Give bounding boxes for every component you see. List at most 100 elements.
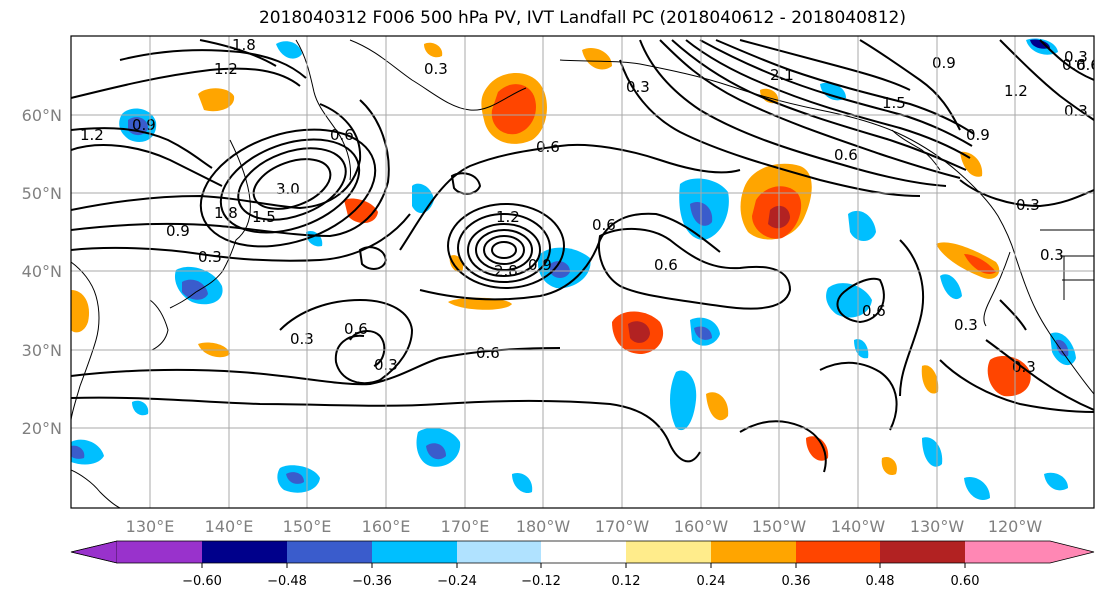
colorbar-segment xyxy=(202,541,287,563)
coastline xyxy=(1040,229,1094,300)
anomaly-negative xyxy=(964,476,990,500)
contour-label: 0.6 xyxy=(476,344,500,362)
contour-line xyxy=(399,143,741,251)
contour-label: 0.6 xyxy=(330,126,354,144)
colorbar-segment xyxy=(626,541,711,563)
colorbar-segment xyxy=(372,541,457,563)
colorbar-segment xyxy=(965,541,1050,563)
anomaly-positive xyxy=(71,290,90,333)
lon-label: 160°E xyxy=(362,517,411,536)
contour-line xyxy=(252,158,332,210)
contour-label: 0.6 xyxy=(536,138,560,156)
colorbar-label: −0.48 xyxy=(267,574,307,589)
contour-line xyxy=(739,420,827,473)
contour-label: 1.2 xyxy=(1004,82,1028,100)
contour-line xyxy=(450,172,482,195)
contour-label: 0.3 xyxy=(1064,102,1088,120)
contour-label: 0.3 xyxy=(1040,246,1064,264)
contour-line xyxy=(715,39,975,135)
contour-label: 0.6 xyxy=(592,216,616,234)
anomaly-positive xyxy=(582,47,612,70)
contour-label: 0.3 xyxy=(424,60,448,78)
contour-label: 0.9 xyxy=(528,256,552,274)
contour-line xyxy=(71,67,301,99)
anomaly-negative xyxy=(71,445,85,459)
contour-line xyxy=(639,39,947,187)
contour-line xyxy=(457,213,551,283)
colorbar-ticks xyxy=(201,563,966,568)
anomaly-positive xyxy=(448,297,512,310)
contour-label: 1.8 xyxy=(232,36,256,54)
lon-label: 150°E xyxy=(283,517,332,536)
anomaly-negative xyxy=(182,279,208,300)
colorbar-label: 0.12 xyxy=(612,574,641,589)
coastline xyxy=(349,39,527,111)
contour-line xyxy=(71,347,561,386)
map-panel: 1.8 1.2 0.3 0.6 0.9 1.2 3.0 1.8 1.5 0.9 … xyxy=(22,35,1100,536)
anomaly-negative xyxy=(670,370,697,431)
contour-label: 1.2 xyxy=(496,208,520,226)
contour-label: 0.3 xyxy=(954,316,978,334)
lon-label: 120°W xyxy=(988,517,1043,536)
contour-line xyxy=(219,138,361,234)
anomaly-positive xyxy=(960,151,983,177)
contour-label: 0.6 xyxy=(654,256,678,274)
contour-line xyxy=(71,127,213,169)
contour-label: 1.2 xyxy=(214,60,238,78)
anomaly-negative xyxy=(1056,339,1069,357)
pv-contours xyxy=(71,39,1094,473)
lon-label: 160°W xyxy=(674,517,729,536)
lon-label: 170°E xyxy=(441,517,490,536)
colorbar-label: 0.36 xyxy=(782,574,811,589)
lon-label: 140°E xyxy=(205,517,254,536)
contour-label: 1.8 xyxy=(214,204,238,222)
lon-label: 150°W xyxy=(752,517,807,536)
contour-line xyxy=(659,39,961,179)
contour-line xyxy=(119,49,307,79)
colorbar-label: −0.12 xyxy=(521,574,561,589)
contour-label: 2.1 xyxy=(770,66,794,84)
contour-label: 0.9 xyxy=(932,54,956,72)
colorbar-segment xyxy=(541,541,626,563)
anomaly-positive xyxy=(198,88,235,112)
lat-label: 50°N xyxy=(22,184,62,203)
colorbar-label: 0.24 xyxy=(697,574,726,589)
colorbar-outline xyxy=(70,540,1095,564)
contour-label: 0.3 xyxy=(198,248,222,266)
anomaly-negative xyxy=(512,472,533,494)
contour-label: 0.9 xyxy=(166,222,190,240)
anomaly-negative xyxy=(694,326,712,340)
contour-line xyxy=(859,39,961,131)
graticule xyxy=(71,36,1094,508)
contour-line xyxy=(71,103,362,211)
colorbar-label: 0.48 xyxy=(866,574,895,589)
anomaly-negative xyxy=(550,261,570,278)
contour-line xyxy=(279,298,414,385)
contour-line xyxy=(71,396,701,463)
contour-label: 0.6 xyxy=(1062,56,1086,74)
anomaly-negative xyxy=(820,82,846,101)
contour-line xyxy=(71,144,223,187)
coastline xyxy=(819,109,1017,259)
contour-line xyxy=(419,212,721,301)
colorbar-segment xyxy=(711,541,796,563)
contour-label: 3.0 xyxy=(276,180,300,198)
contour-line xyxy=(619,59,921,197)
contour-label: 0.3 xyxy=(290,330,314,348)
coastline xyxy=(169,139,251,309)
coastline xyxy=(983,251,1011,327)
coastline xyxy=(71,469,121,508)
anomaly-negative xyxy=(940,274,962,300)
contour-label: 0.3 xyxy=(1064,48,1088,66)
colorbar-segment xyxy=(117,541,202,563)
contour-label: 0.6 xyxy=(1076,56,1100,74)
colorbar-label: −0.60 xyxy=(182,574,222,589)
contour-line xyxy=(237,147,347,221)
contour-line xyxy=(483,235,525,265)
contour-label: 0.9 xyxy=(966,126,990,144)
contour-line xyxy=(671,39,967,171)
lon-label: 170°W xyxy=(595,517,650,536)
contour-label-group: 1.8 1.2 0.3 0.6 0.9 1.2 3.0 1.8 1.5 0.9 … xyxy=(80,36,1100,376)
contour-line xyxy=(491,241,517,259)
